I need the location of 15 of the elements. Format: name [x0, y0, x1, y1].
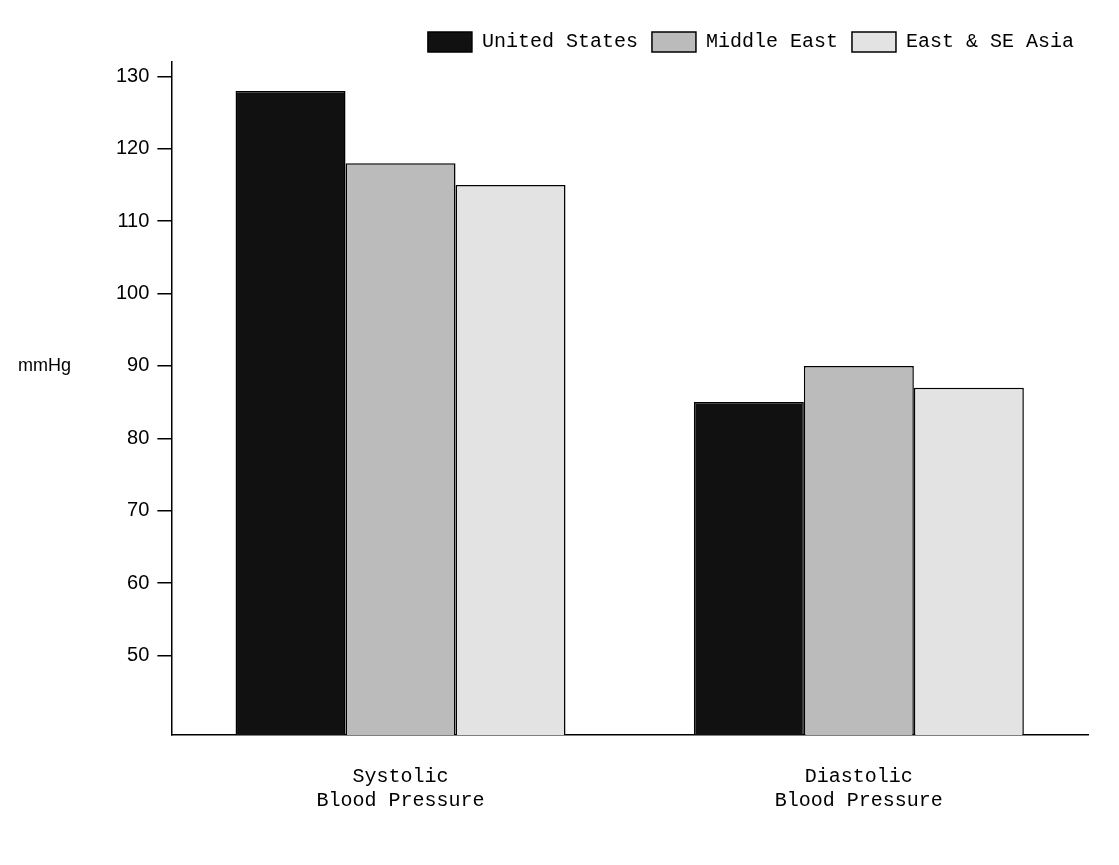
y-tick-label: 130: [115, 63, 150, 86]
legend-label: East & SE Asia: [905, 30, 1074, 54]
y-tick-label: 80: [127, 425, 150, 448]
y-tick-label: 120: [115, 136, 150, 159]
legend-label: United States: [481, 30, 638, 54]
y-tick-label: 90: [127, 353, 150, 376]
y-axis-title: mmHg: [18, 354, 71, 375]
y-tick-label: 100: [115, 281, 150, 304]
x-tick-label: Diastolic Blood Pressure: [774, 765, 943, 813]
y-tick-label: 50: [127, 642, 150, 665]
legend-label: Middle East: [705, 30, 838, 54]
y-tick-label: 110: [117, 208, 150, 231]
x-tick-label: Systolic Blood Pressure: [316, 765, 485, 813]
y-tick-label: 70: [127, 498, 150, 521]
y-tick-label: 60: [127, 570, 150, 593]
